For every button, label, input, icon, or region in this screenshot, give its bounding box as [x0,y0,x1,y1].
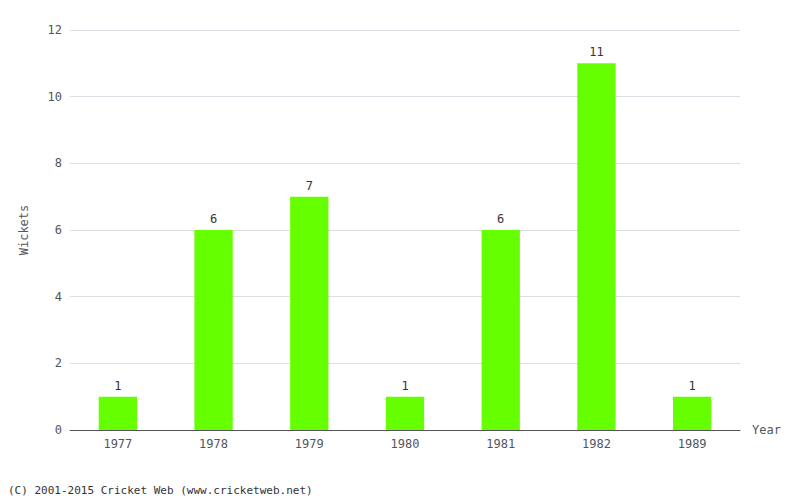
svg-text:6: 6 [210,212,217,226]
svg-text:4: 4 [55,290,62,304]
svg-text:10: 10 [48,90,62,104]
svg-text:0: 0 [55,423,62,437]
svg-text:Year: Year [752,423,781,437]
svg-text:1980: 1980 [391,437,420,451]
svg-text:12: 12 [48,23,62,37]
svg-text:1: 1 [689,379,696,393]
svg-text:8: 8 [55,156,62,170]
svg-text:1981: 1981 [486,437,515,451]
svg-text:1978: 1978 [199,437,228,451]
svg-text:1977: 1977 [103,437,132,451]
svg-text:(C) 2001-2015 Cricket Web (www: (C) 2001-2015 Cricket Web (www.cricketwe… [8,484,313,497]
svg-text:6: 6 [497,212,504,226]
svg-text:1982: 1982 [582,437,611,451]
svg-text:1: 1 [401,379,408,393]
svg-text:11: 11 [589,45,603,59]
svg-text:7: 7 [306,179,313,193]
svg-text:1979: 1979 [295,437,324,451]
svg-text:1: 1 [114,379,121,393]
svg-text:6: 6 [55,223,62,237]
svg-text:Wickets: Wickets [17,205,31,256]
svg-text:2: 2 [55,356,62,370]
svg-text:1989: 1989 [678,437,707,451]
